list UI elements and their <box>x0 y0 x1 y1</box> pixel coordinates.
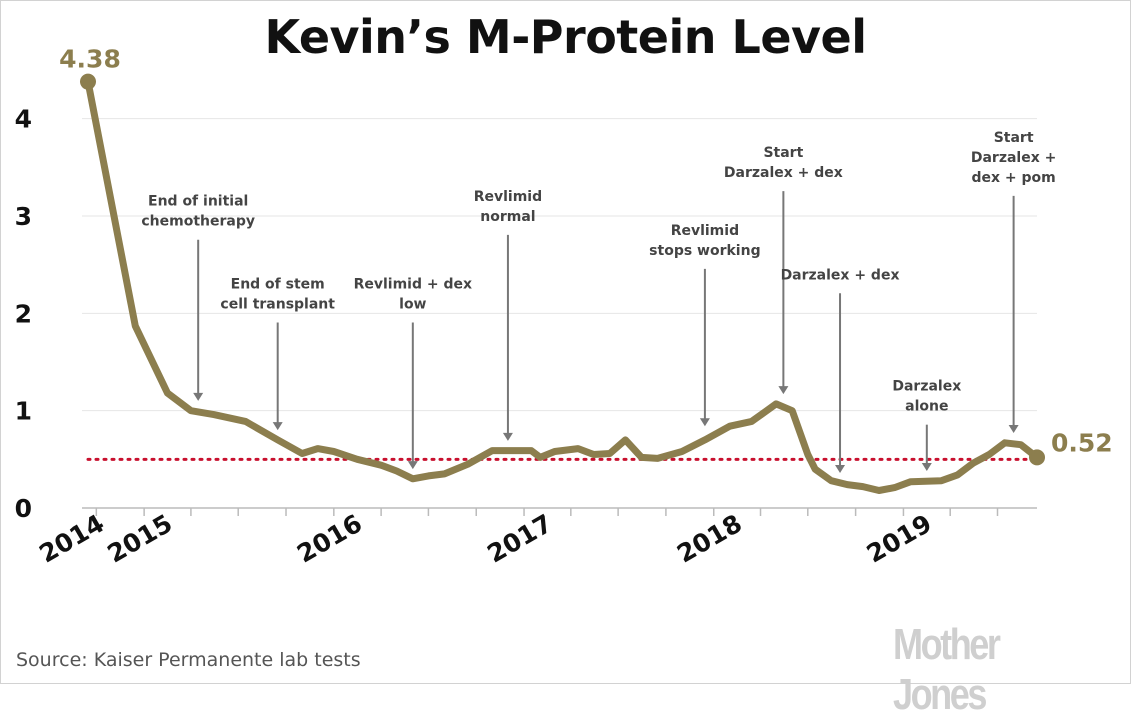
value-label: 4.38 <box>59 45 121 74</box>
chart-title: Kevin’s M-Protein Level <box>264 10 867 64</box>
annotation: End of stem cell transplant <box>220 276 335 431</box>
y-tick-label: 0 <box>15 494 32 523</box>
annotation-text: Revlimid <box>671 223 739 239</box>
annotation: End of initial chemotherapy <box>141 194 255 401</box>
series-layer <box>84 78 1041 494</box>
x-tick-label: 2019 <box>862 509 937 569</box>
x-tick-label: 2017 <box>482 509 557 569</box>
endpoint-dot <box>1029 449 1045 466</box>
annotation: Revlimid normal <box>474 189 542 441</box>
annotation-arrow-head <box>921 463 932 472</box>
annotation-text: End of initial <box>148 194 248 210</box>
x-tick-label: 2018 <box>672 509 747 569</box>
y-tick-label: 2 <box>15 299 32 328</box>
annotation: Start Darzalex + dex + pom <box>971 130 1057 434</box>
annotation-text: cell transplant <box>220 296 335 312</box>
y-tick-label: 3 <box>15 202 32 231</box>
value-label: 0.52 <box>1051 428 1113 457</box>
annotation-text: low <box>399 296 426 312</box>
annotation-text: Darzalex + dex <box>781 267 900 283</box>
annotation-text: Darzalex + dex <box>724 165 843 181</box>
annotation-arrow-head <box>699 418 710 427</box>
annotation-text: Start <box>763 145 803 161</box>
annotation: Revlimid + dex low <box>354 276 472 470</box>
annotation-text: Revlimid <box>474 189 542 205</box>
annotation-text: stops working <box>649 243 760 259</box>
value-labels: 4.38 0.52 <box>59 45 1113 466</box>
annotation-arrow-head <box>407 461 418 470</box>
annotation-text: End of stem <box>231 276 325 292</box>
annotation-text: Darzalex + <box>971 150 1057 166</box>
grid-lines <box>82 118 1037 412</box>
y-tick-label: 1 <box>15 397 32 426</box>
annotation-arrow-head <box>1008 425 1019 434</box>
annotation: Revlimid stops working <box>649 223 761 427</box>
annotation: Start Darzalex + dex <box>724 145 843 395</box>
endpoint-dot <box>80 73 96 90</box>
annotation: Darzalex alone <box>892 379 961 472</box>
annotation-arrow-head <box>835 464 846 473</box>
x-tick-label: 2014 <box>34 509 109 569</box>
annotation-text: alone <box>905 399 948 415</box>
annotation-text: normal <box>480 209 535 225</box>
source-note: Source: Kaiser Permanente lab tests <box>16 649 361 671</box>
annotation-arrow-head <box>193 392 204 401</box>
annotation-text: Start <box>994 130 1034 146</box>
annotations: End of initial chemotherapy End of stem cel… <box>141 130 1056 473</box>
annotation-arrow-head <box>272 422 283 431</box>
y-axis-ticks: 0 1 2 3 4 <box>15 105 32 523</box>
x-tick-label: 2016 <box>292 509 367 569</box>
annotation-text: Darzalex <box>892 379 961 395</box>
x-tick-label: 2015 <box>102 509 177 569</box>
annotation-text: Revlimid + dex <box>354 276 472 292</box>
series-line <box>84 78 1041 494</box>
annotation-text: dex + pom <box>971 170 1055 186</box>
annotation-text: chemotherapy <box>141 214 255 230</box>
y-tick-label: 4 <box>15 105 32 134</box>
annotation-arrow-head <box>778 386 789 395</box>
brand-logo: Mother Jones <box>893 620 1001 719</box>
annotation: Darzalex + dex <box>781 267 900 473</box>
annotation-arrow-head <box>502 432 513 441</box>
